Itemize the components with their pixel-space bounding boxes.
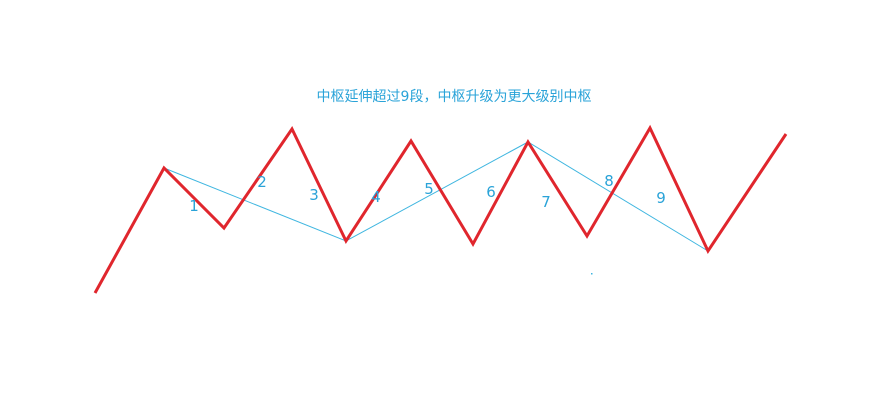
segment-label-5: 5 — [424, 180, 434, 198]
segment-label-6: 6 — [486, 183, 496, 201]
segment-label-9: 9 — [656, 189, 666, 207]
segment-label-8: 8 — [604, 172, 614, 190]
stray-dot — [591, 273, 593, 275]
segment-label-1: 1 — [189, 197, 199, 215]
segment-label-4: 4 — [371, 188, 381, 206]
segment-label-2: 2 — [257, 173, 267, 191]
price-zigzag-line — [93, 124, 788, 294]
segment-label-3: 3 — [309, 186, 319, 204]
center-boundary-line — [163, 141, 709, 252]
diagram-title: 中枢延伸超过9段，中枢升级为更大级别中枢 — [317, 89, 592, 105]
segment-label-7: 7 — [541, 193, 551, 211]
